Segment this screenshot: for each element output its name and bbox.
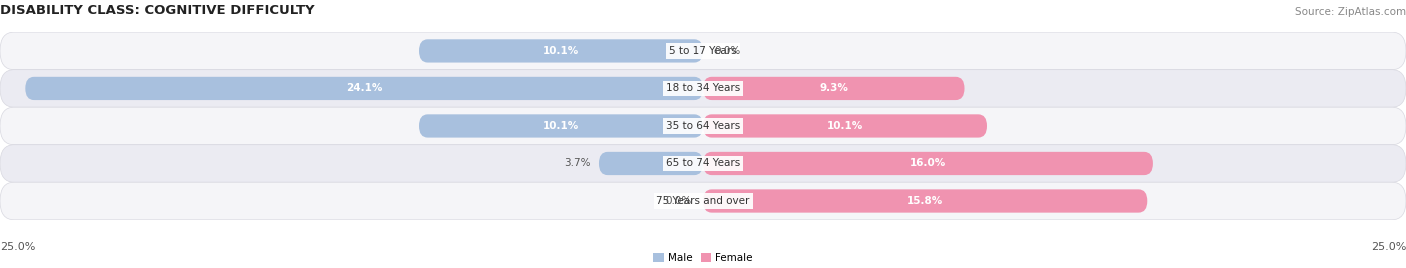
Text: 35 to 64 Years: 35 to 64 Years [666, 121, 740, 131]
FancyBboxPatch shape [703, 189, 1147, 213]
Text: 25.0%: 25.0% [0, 242, 35, 252]
Text: 65 to 74 Years: 65 to 74 Years [666, 158, 740, 169]
FancyBboxPatch shape [599, 152, 703, 175]
Text: 0.0%: 0.0% [714, 46, 741, 56]
Text: 9.3%: 9.3% [820, 83, 848, 94]
Text: DISABILITY CLASS: COGNITIVE DIFFICULTY: DISABILITY CLASS: COGNITIVE DIFFICULTY [0, 4, 315, 17]
FancyBboxPatch shape [0, 32, 1406, 70]
Text: 0.0%: 0.0% [665, 196, 692, 206]
FancyBboxPatch shape [703, 77, 965, 100]
FancyBboxPatch shape [0, 107, 1406, 145]
FancyBboxPatch shape [0, 182, 1406, 220]
FancyBboxPatch shape [419, 39, 703, 62]
Text: 25.0%: 25.0% [1371, 242, 1406, 252]
Legend: Male, Female: Male, Female [650, 248, 756, 267]
FancyBboxPatch shape [703, 152, 1153, 175]
Text: 15.8%: 15.8% [907, 196, 943, 206]
Text: 18 to 34 Years: 18 to 34 Years [666, 83, 740, 94]
Text: 10.1%: 10.1% [827, 121, 863, 131]
FancyBboxPatch shape [703, 114, 987, 137]
Text: 24.1%: 24.1% [346, 83, 382, 94]
Text: 16.0%: 16.0% [910, 158, 946, 169]
Text: 3.7%: 3.7% [564, 158, 591, 169]
FancyBboxPatch shape [25, 77, 703, 100]
FancyBboxPatch shape [0, 70, 1406, 107]
Text: 5 to 17 Years: 5 to 17 Years [669, 46, 737, 56]
Text: Source: ZipAtlas.com: Source: ZipAtlas.com [1295, 7, 1406, 17]
Text: 10.1%: 10.1% [543, 121, 579, 131]
Text: 10.1%: 10.1% [543, 46, 579, 56]
FancyBboxPatch shape [419, 114, 703, 137]
FancyBboxPatch shape [0, 145, 1406, 182]
Text: 75 Years and over: 75 Years and over [657, 196, 749, 206]
